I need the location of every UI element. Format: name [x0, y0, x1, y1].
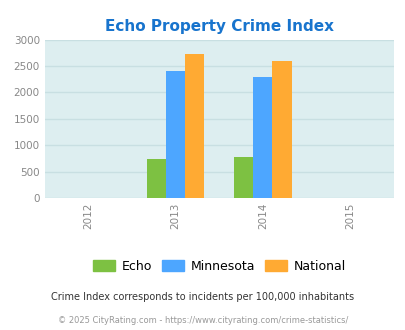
Bar	[185, 54, 204, 198]
Text: Crime Index corresponds to incidents per 100,000 inhabitants: Crime Index corresponds to incidents per…	[51, 292, 354, 302]
Text: © 2025 CityRating.com - https://www.cityrating.com/crime-statistics/: © 2025 CityRating.com - https://www.city…	[58, 315, 347, 325]
Bar	[272, 61, 291, 198]
Legend: Echo, Minnesota, National: Echo, Minnesota, National	[87, 255, 350, 278]
Bar	[234, 157, 253, 198]
Bar	[166, 71, 185, 198]
Bar	[147, 159, 166, 198]
Title: Echo Property Crime Index: Echo Property Crime Index	[104, 19, 333, 34]
Bar	[253, 77, 272, 198]
